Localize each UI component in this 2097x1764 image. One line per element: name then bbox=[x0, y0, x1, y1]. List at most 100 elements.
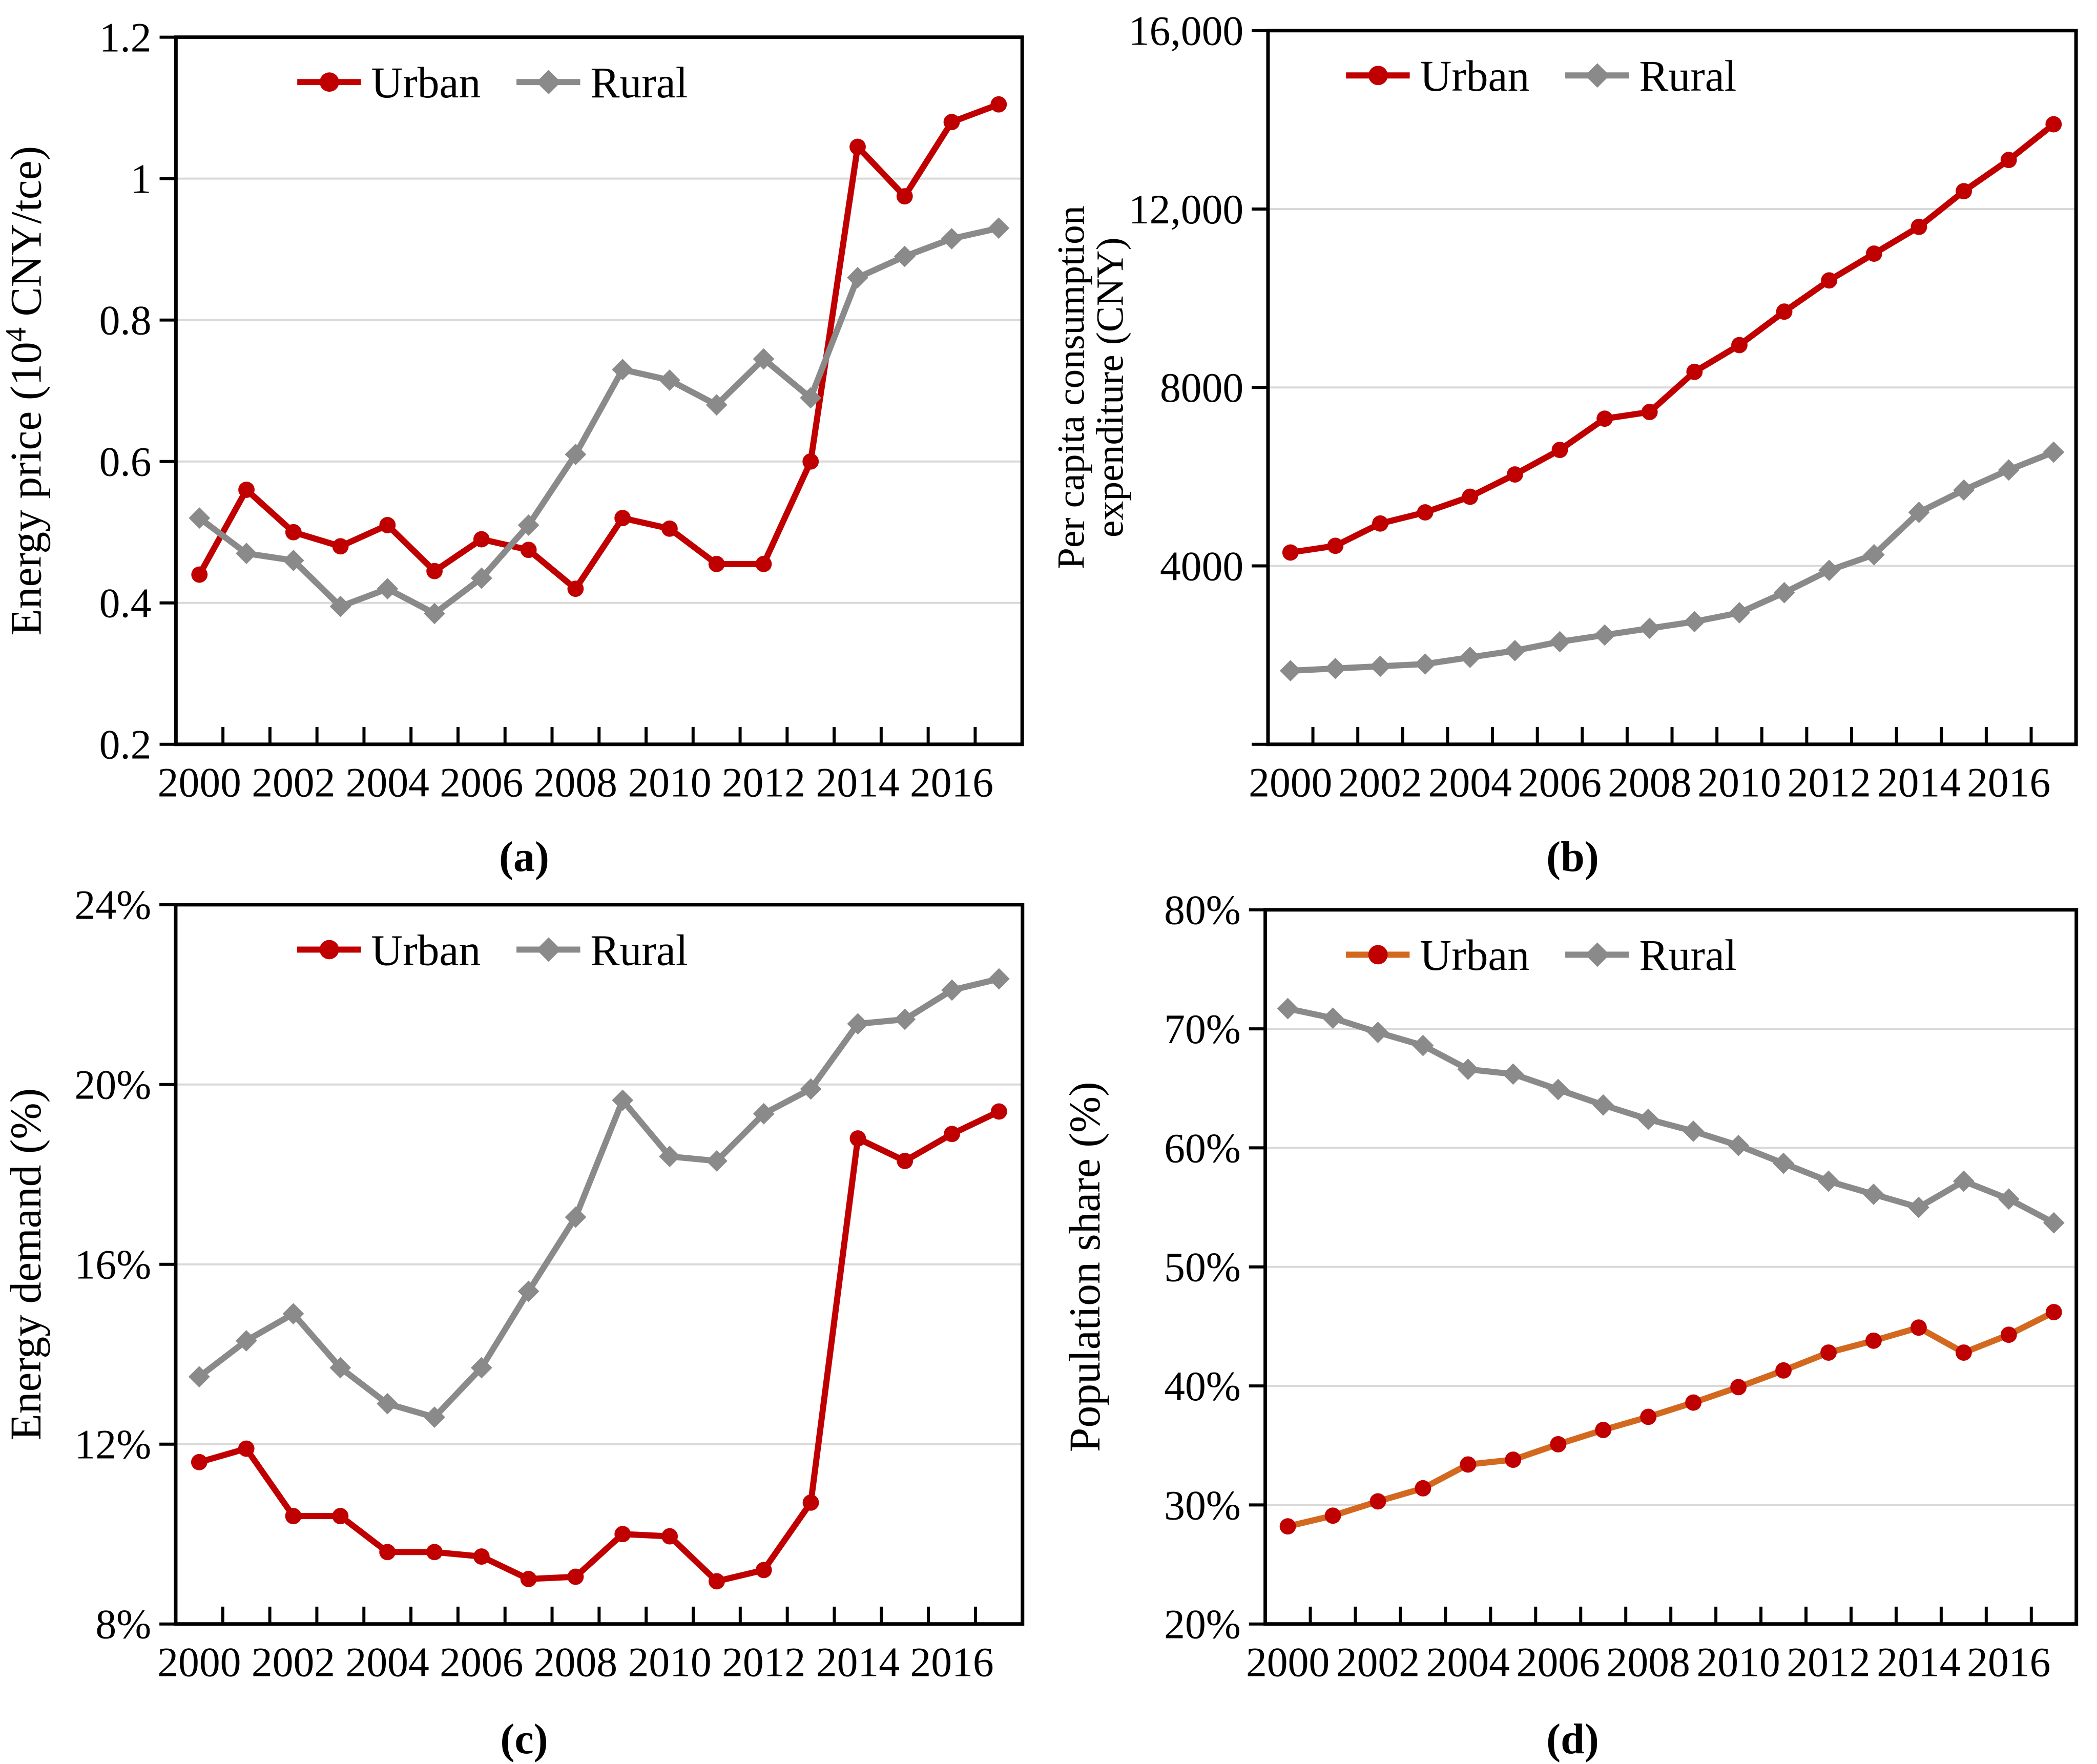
legend-rural-marker-icon bbox=[1585, 942, 1610, 967]
y-axis-labels: 8% 12% 16% 20% 24% bbox=[75, 882, 152, 1648]
legend-rural-label: Rural bbox=[1639, 931, 1736, 980]
gridlines bbox=[176, 177, 1023, 604]
svg-text:80%: 80% bbox=[1164, 887, 1241, 933]
y-axis-labels: 4000 8000 12,000 16,000 bbox=[1128, 8, 1243, 590]
legend-rural-marker-icon bbox=[1585, 63, 1610, 88]
x-axis-labels: 2000 2002 2004 2006 2008 2010 2012 2014 2016 bbox=[1249, 759, 2050, 805]
y-axis-labels: 20% 30% 40% 50% 60% 70% 80% bbox=[1164, 887, 1241, 1648]
svg-text:2006: 2006 bbox=[1516, 1638, 1600, 1685]
svg-text:2002: 2002 bbox=[1336, 1638, 1419, 1685]
legend-urban-marker-icon bbox=[319, 940, 339, 960]
legend-rural-marker-icon bbox=[536, 937, 561, 962]
svg-text:2004: 2004 bbox=[1428, 759, 1511, 805]
svg-text:70%: 70% bbox=[1164, 1006, 1241, 1052]
svg-text:2004: 2004 bbox=[1426, 1638, 1509, 1685]
legend-urban-marker-icon bbox=[1368, 66, 1388, 86]
svg-text:2008: 2008 bbox=[534, 759, 617, 805]
svg-text:8%: 8% bbox=[95, 1601, 151, 1648]
svg-text:2002: 2002 bbox=[252, 1638, 335, 1685]
y-axis-ticks bbox=[159, 903, 176, 1626]
series-urban-markers bbox=[191, 1103, 1007, 1590]
svg-text:2016: 2016 bbox=[910, 759, 993, 805]
legend-urban-label: Urban bbox=[1420, 52, 1529, 100]
svg-text:2016: 2016 bbox=[1967, 1638, 2050, 1685]
svg-text:30%: 30% bbox=[1164, 1482, 1241, 1528]
svg-text:2004: 2004 bbox=[346, 759, 429, 805]
series-urban-line bbox=[196, 101, 1002, 592]
svg-text:20%: 20% bbox=[75, 1062, 152, 1108]
y-axis-ticks bbox=[1249, 908, 1265, 1626]
series-rural-line bbox=[1287, 449, 2057, 674]
panel-energy-demand: 8% 12% 16% 20% 24% 2000 2002 2004 2006 2008 2010 20… bbox=[0, 882, 1048, 1764]
legend-rural-marker-icon bbox=[536, 70, 561, 95]
svg-text:50%: 50% bbox=[1164, 1244, 1241, 1291]
x-axis-ticks bbox=[1263, 1606, 2078, 1624]
legend-urban-marker-icon bbox=[319, 72, 339, 92]
svg-text:16%: 16% bbox=[75, 1241, 152, 1288]
series-rural-line bbox=[196, 976, 1002, 1421]
series-urban-markers bbox=[1282, 116, 2062, 561]
svg-text:2014: 2014 bbox=[816, 1638, 900, 1685]
series-urban-line bbox=[1287, 121, 2057, 556]
svg-text:2014: 2014 bbox=[816, 759, 899, 805]
gridlines bbox=[175, 1083, 1023, 1445]
legend-rural-label: Rural bbox=[1639, 52, 1736, 100]
svg-text:2000: 2000 bbox=[158, 759, 241, 805]
svg-text:0.6: 0.6 bbox=[99, 439, 152, 485]
svg-text:2012: 2012 bbox=[1787, 759, 1871, 805]
svg-text:1.2: 1.2 bbox=[99, 14, 152, 61]
x-axis-ticks bbox=[174, 1606, 1024, 1624]
series-rural-markers bbox=[188, 968, 1010, 1428]
series-urban-markers bbox=[1279, 1304, 2062, 1535]
svg-text:1: 1 bbox=[131, 156, 152, 202]
svg-text:4000: 4000 bbox=[1160, 543, 1243, 589]
svg-text:16,000: 16,000 bbox=[1128, 8, 1243, 54]
x-axis-labels: 2000 2002 2004 2006 2008 2010 2012 2014 2016 bbox=[157, 1638, 993, 1685]
caption-d: (d) bbox=[1546, 1715, 1599, 1763]
svg-text:Population share (%): Population share (%) bbox=[1061, 1082, 1109, 1452]
legend: Urban Rural bbox=[1345, 931, 1736, 980]
energy-price-chart: 0.2 0.4 0.6 0.8 1 1.2 2000 2002 2004 2006 2008 2010… bbox=[0, 14, 1024, 805]
y-axis-ticks bbox=[1251, 29, 1268, 746]
svg-text:2012: 2012 bbox=[722, 1638, 805, 1685]
legend: Urban Rural bbox=[297, 58, 688, 107]
legend-rural-label: Rural bbox=[590, 926, 688, 974]
plot-border bbox=[174, 35, 1024, 746]
y-axis-title: Energy demand (%) bbox=[2, 1088, 50, 1441]
legend-urban-marker-icon bbox=[1368, 945, 1388, 965]
svg-text:2016: 2016 bbox=[1967, 759, 2050, 805]
panel-population-share: 20% 30% 40% 50% 60% 70% 80% 2000 2002 2004 2006 200… bbox=[1048, 882, 2097, 1764]
population-share-chart: 20% 30% 40% 50% 60% 70% 80% 2000 2002 2004 2006 200… bbox=[1061, 887, 2078, 1685]
svg-text:2014: 2014 bbox=[1877, 1638, 1960, 1685]
caption-a: (a) bbox=[499, 833, 549, 881]
y-axis-ticks bbox=[159, 35, 176, 746]
gridlines bbox=[1265, 1028, 2077, 1506]
svg-text:2000: 2000 bbox=[1249, 759, 1332, 805]
svg-text:12%: 12% bbox=[75, 1421, 152, 1468]
series-rural-markers bbox=[189, 217, 1010, 625]
svg-text:2012: 2012 bbox=[722, 759, 805, 805]
svg-text:2000: 2000 bbox=[1245, 1638, 1329, 1685]
svg-text:2010: 2010 bbox=[1697, 759, 1781, 805]
caption-c: (c) bbox=[500, 1715, 548, 1763]
series-rural-markers bbox=[1279, 441, 2064, 682]
svg-text:2016: 2016 bbox=[910, 1638, 993, 1685]
x-axis-ticks bbox=[1266, 727, 2078, 744]
svg-text:2012: 2012 bbox=[1787, 1638, 1870, 1685]
svg-text:2008: 2008 bbox=[1608, 759, 1691, 805]
svg-text:2006: 2006 bbox=[440, 1638, 523, 1685]
legend-urban-label: Urban bbox=[371, 926, 481, 974]
y-axis-labels: 0.2 0.4 0.6 0.8 1 1.2 bbox=[99, 14, 152, 768]
svg-text:12,000: 12,000 bbox=[1128, 186, 1243, 233]
svg-text:2010: 2010 bbox=[628, 759, 711, 805]
legend: Urban Rural bbox=[1345, 52, 1736, 100]
legend-urban-label: Urban bbox=[1420, 931, 1529, 980]
svg-text:2010: 2010 bbox=[1696, 1638, 1780, 1685]
svg-text:40%: 40% bbox=[1164, 1363, 1241, 1409]
panel-energy-price: 0.2 0.4 0.6 0.8 1 1.2 2000 2002 2004 2006 2008 2010… bbox=[0, 0, 1048, 882]
x-axis-ticks bbox=[174, 727, 1024, 744]
svg-text:2006: 2006 bbox=[1518, 759, 1601, 805]
svg-text:2004: 2004 bbox=[346, 1638, 429, 1685]
series-rural-line bbox=[196, 225, 1002, 617]
